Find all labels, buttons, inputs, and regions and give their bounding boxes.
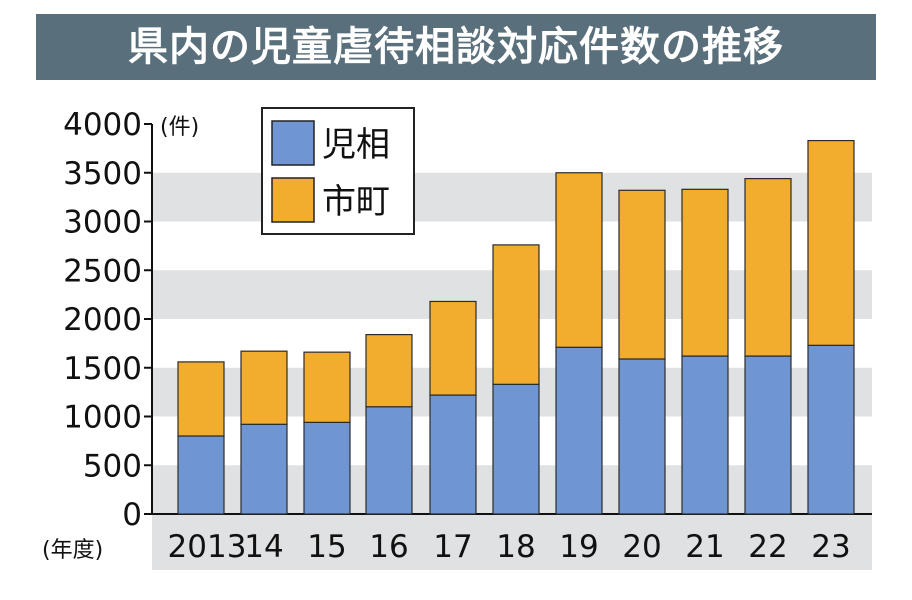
bar-jiso [555, 346, 603, 515]
legend-label-shicho: 市町 [322, 182, 390, 222]
bar-shicho [807, 139, 855, 346]
bar-jiso [681, 355, 729, 515]
bar-shicho [303, 351, 351, 423]
x-tick-label: 17 [433, 529, 472, 565]
y-tick-label: 1500 [63, 351, 142, 387]
x-tick-label: 19 [559, 529, 598, 565]
x-tick-label: 15 [307, 529, 346, 565]
x-tick-label: 16 [369, 529, 408, 565]
bar-shicho [429, 300, 477, 396]
legend-label-jiso: 児相 [322, 125, 390, 165]
bar-shicho [177, 361, 225, 437]
bar-shicho [618, 189, 666, 360]
bars [177, 139, 855, 515]
bar-jiso [177, 435, 225, 515]
y-tick-label: 500 [83, 448, 142, 484]
y-tick-label: 3500 [63, 156, 142, 192]
legend-swatch-jiso [271, 120, 315, 166]
legend: 児相 市町 [261, 107, 415, 235]
x-tick-label: 22 [748, 529, 787, 565]
bar-jiso [618, 358, 666, 515]
x-tick-label: 2013 [168, 529, 247, 565]
bar-shicho [681, 188, 729, 357]
bar-shicho [240, 350, 288, 425]
bar-jiso [807, 344, 855, 515]
y-tick-label: 2000 [63, 302, 142, 338]
chart-title: 県内の児童虐待相談対応件数の推移 [128, 24, 784, 70]
bar-shicho [555, 172, 603, 348]
bar-jiso [492, 383, 540, 515]
bar-jiso [365, 406, 413, 515]
x-tick-label: 20 [622, 529, 661, 565]
bar-shicho [744, 178, 792, 357]
bar-jiso [429, 394, 477, 515]
x-unit-label: (年度) [42, 538, 103, 563]
x-tick-label: 18 [496, 529, 535, 565]
y-tick-label: 4000 [63, 107, 142, 143]
bar-jiso [744, 355, 792, 515]
bar-jiso [303, 421, 351, 515]
bar-jiso [240, 423, 288, 515]
grid-band [152, 514, 872, 570]
x-tick-label: 23 [811, 529, 850, 565]
y-tick-label: 2500 [63, 253, 142, 289]
bar-shicho [365, 334, 413, 408]
y-unit-label: (件) [160, 115, 199, 140]
y-tick-labels: 0 500 1000 1500 2000 2500 3000 3500 4000 [63, 107, 142, 533]
x-tick-label: 14 [244, 529, 283, 565]
y-tick-label: 1000 [63, 400, 142, 436]
y-tick-label: 0 [122, 497, 142, 533]
title-bar: 県内の児童虐待相談対応件数の推移 [36, 14, 876, 80]
legend-swatch-shicho [271, 177, 315, 223]
y-tick-label: 3000 [63, 205, 142, 241]
bar-shicho [492, 244, 540, 385]
x-tick-label: 21 [685, 529, 724, 565]
